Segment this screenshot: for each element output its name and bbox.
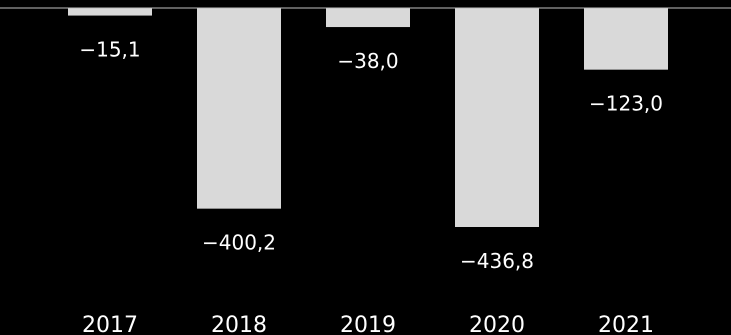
value-label-2018: −400,2 xyxy=(202,231,276,255)
category-labels-group: 2017 2018 2019 2020 2021 xyxy=(82,313,654,335)
value-label-2019: −38,0 xyxy=(337,49,398,73)
value-label-2020: −436,8 xyxy=(460,249,534,273)
value-label-2021: −123,0 xyxy=(589,92,663,116)
category-label-2021: 2021 xyxy=(598,313,654,335)
value-label-2017: −15,1 xyxy=(79,38,140,62)
bar-2018 xyxy=(197,8,281,209)
value-labels-group: −15,1 −400,2 −38,0 −436,8 −123,0 xyxy=(79,38,663,273)
bar-2017 xyxy=(68,8,152,16)
category-label-2019: 2019 xyxy=(340,313,396,335)
bars-group xyxy=(68,8,668,227)
bar-2021 xyxy=(584,8,668,70)
bar-2019 xyxy=(326,8,410,28)
bar-2020 xyxy=(455,8,539,227)
category-label-2018: 2018 xyxy=(211,313,267,335)
category-label-2020: 2020 xyxy=(469,313,525,335)
category-label-2017: 2017 xyxy=(82,313,138,335)
